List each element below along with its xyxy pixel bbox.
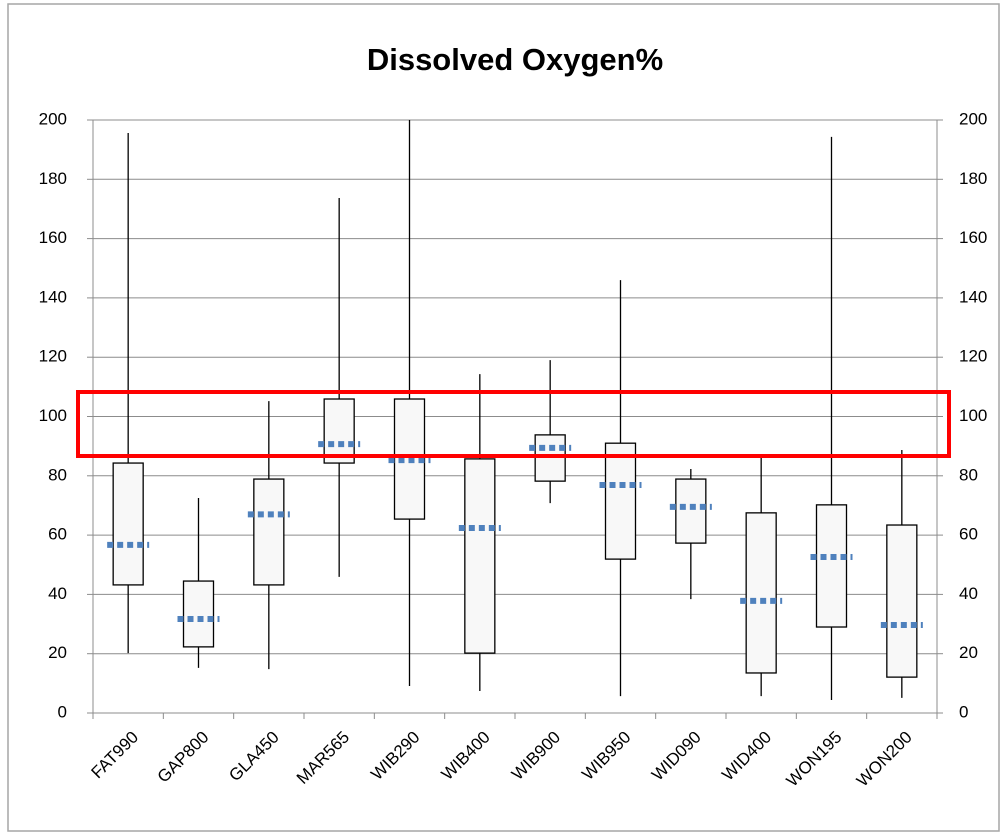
- y2-tick-label: 160: [959, 228, 987, 247]
- box: [534, 434, 566, 482]
- y2-tick-label: 0: [959, 702, 968, 721]
- y-tick-label: 60: [48, 525, 67, 544]
- y2-tick-label: 120: [959, 347, 987, 366]
- y-tick-label: 140: [39, 287, 67, 306]
- y-tick-label: 160: [39, 228, 67, 247]
- box: [464, 458, 496, 654]
- box: [886, 524, 918, 678]
- y-tick-label: 180: [39, 169, 67, 188]
- y2-tick-label: 180: [959, 169, 987, 188]
- box: [815, 504, 848, 628]
- y2-tick-label: 60: [959, 525, 978, 544]
- highlight-box: [76, 390, 951, 458]
- y2-tick-label: 200: [959, 109, 987, 128]
- y-tick-label: 0: [58, 702, 67, 721]
- chart-title: Dissolved Oxygen%: [367, 42, 663, 77]
- y-tick-label: 120: [39, 347, 67, 366]
- y2-tick-label: 20: [959, 643, 978, 662]
- box: [604, 442, 637, 560]
- y-tick-label: 100: [39, 406, 67, 425]
- y2-tick-label: 100: [959, 406, 987, 425]
- y-tick-label: 200: [39, 109, 67, 128]
- box: [745, 512, 777, 674]
- box: [182, 580, 215, 648]
- y-tick-label: 40: [48, 584, 67, 603]
- box: [323, 398, 355, 464]
- y2-tick-label: 80: [959, 465, 978, 484]
- box: [675, 478, 707, 544]
- chart-border: [7, 3, 1000, 832]
- y2-tick-label: 140: [959, 287, 987, 306]
- y2-tick-label: 40: [959, 584, 978, 603]
- y-tick-label: 80: [48, 465, 67, 484]
- box: [253, 478, 285, 586]
- y-tick-label: 20: [48, 643, 67, 662]
- box: [112, 462, 144, 586]
